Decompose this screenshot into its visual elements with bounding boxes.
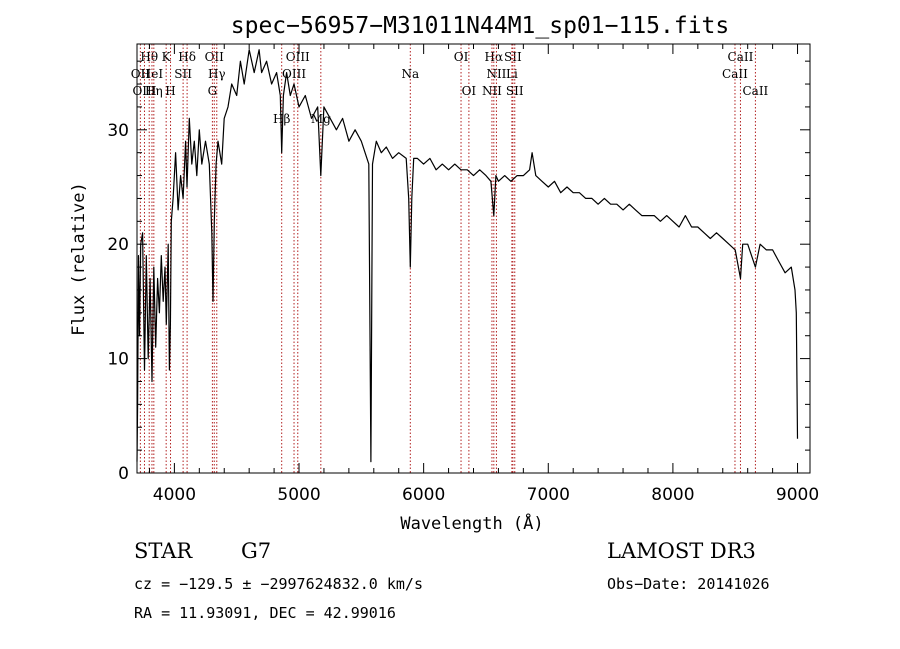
line-label: CaII xyxy=(742,84,768,98)
coordinates: RA = 11.93091, DEC = 42.99016 xyxy=(134,604,396,622)
y-axis-label: Flux (relative) xyxy=(69,182,89,336)
spectrum-series xyxy=(136,49,799,463)
chart-title: spec−56957−M31011N44M1_sp01−115.fits xyxy=(231,13,730,39)
line-label: CaII xyxy=(728,50,754,64)
line-label: Mg xyxy=(311,112,331,126)
line-label: Hδ xyxy=(178,50,196,64)
x-tick-label: 5000 xyxy=(277,485,320,505)
line-label: SII xyxy=(174,67,192,81)
line-label: Na xyxy=(401,67,419,81)
axis-ticks: 4000 5000 6000 7000 8000 9000 0 10 20 30 xyxy=(107,44,819,505)
line-label: SII xyxy=(504,50,522,64)
line-label: HeI xyxy=(141,67,164,81)
line-label: CaII xyxy=(722,67,748,81)
x-tick-label: 9000 xyxy=(776,485,819,505)
y-tick-label: 30 xyxy=(107,121,129,141)
line-label: OIII xyxy=(286,50,310,64)
observation-date: Obs−Date: 20141026 xyxy=(607,575,770,593)
spectrum-line-0 xyxy=(136,49,799,463)
line-label: OI xyxy=(454,50,469,64)
line-label: OI xyxy=(462,84,477,98)
line-label: OII xyxy=(205,50,225,64)
y-tick-label: 0 xyxy=(118,464,129,484)
survey-name: LAMOST DR3 xyxy=(607,539,756,563)
line-label: Hβ xyxy=(273,112,290,126)
object-subclass: G7 xyxy=(241,539,272,563)
line-label: Hγ xyxy=(208,67,226,81)
line-label: Hα xyxy=(485,50,504,64)
x-tick-label: 7000 xyxy=(527,485,570,505)
line-label: OIII xyxy=(132,84,156,98)
line-label: Hη xyxy=(145,84,163,98)
plot-frame xyxy=(136,43,811,474)
line-label: NII xyxy=(486,67,506,81)
line-label: NII xyxy=(482,84,502,98)
line-label: SII xyxy=(506,84,524,98)
line-label: Li xyxy=(506,67,518,81)
line-label: Hθ xyxy=(140,50,158,64)
redshift-velocity: cz = −129.5 ± −2997624832.0 km/s xyxy=(134,575,423,593)
x-tick-label: 8000 xyxy=(651,485,694,505)
line-label: K xyxy=(162,50,172,64)
x-axis-label: Wavelength (Å) xyxy=(400,512,543,534)
line-label: OIII xyxy=(282,67,306,81)
line-label: H xyxy=(165,84,175,98)
x-tick-label: 4000 xyxy=(153,485,196,505)
x-tick-label: 6000 xyxy=(402,485,445,505)
y-tick-label: 20 xyxy=(107,235,129,255)
y-tick-label: 10 xyxy=(107,350,129,370)
object-class: STAR xyxy=(134,539,193,563)
line-label: OII xyxy=(131,67,151,81)
line-label: G xyxy=(208,84,218,98)
